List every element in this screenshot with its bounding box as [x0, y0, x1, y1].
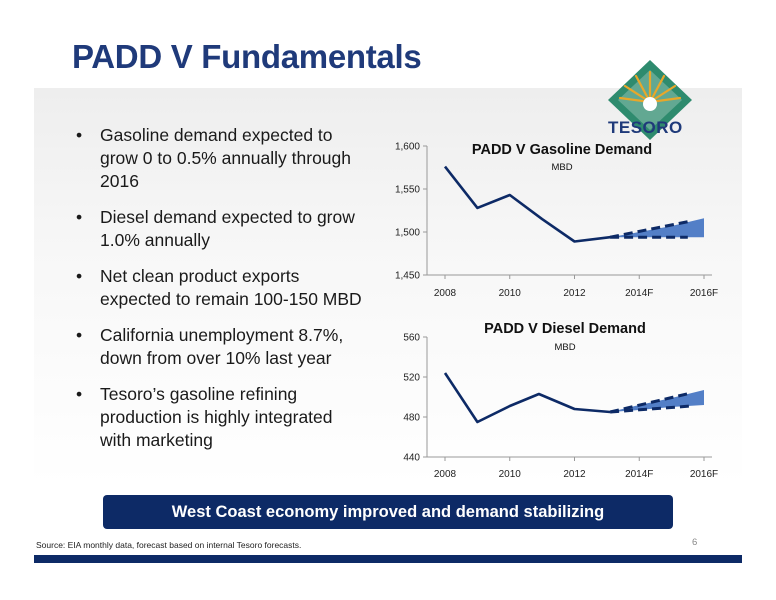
y-tick-label: 560	[403, 333, 420, 344]
logo-text: TESORO	[608, 118, 683, 137]
bullet-list: Gasoline demand expected to grow 0 to 0.…	[76, 124, 366, 465]
bullet-item: Diesel demand expected to grow 1.0% annu…	[76, 206, 366, 252]
x-tick-label: 2010	[499, 288, 522, 299]
x-tick-label: 2016F	[690, 469, 718, 480]
tesoro-logo-icon	[608, 60, 692, 140]
bullet-item: Tesoro’s gasoline refining production is…	[76, 383, 366, 452]
x-tick-label: 2008	[434, 469, 457, 480]
chart-subtitle: MBD	[551, 162, 572, 173]
y-tick-label: 480	[403, 413, 420, 424]
source-note: Source: EIA monthly data, forecast based…	[36, 540, 302, 550]
x-tick-label: 2014F	[625, 288, 653, 299]
bullet-item: Net clean product exports expected to re…	[76, 265, 366, 311]
forecast-band	[610, 218, 704, 238]
footer-bar	[34, 555, 742, 563]
y-tick-label: 440	[403, 453, 420, 464]
summary-banner: West Coast economy improved and demand s…	[103, 495, 673, 529]
y-tick-label: 1,450	[395, 271, 420, 282]
x-tick-label: 2012	[563, 469, 586, 480]
x-tick-label: 2012	[563, 288, 586, 299]
slide-title: PADD V Fundamentals	[72, 38, 422, 75]
series-line	[443, 165, 611, 243]
x-tick-label: 2014F	[625, 469, 653, 480]
bullet-item: California unemployment 8.7%, down from …	[76, 324, 366, 370]
chart-title: PADD V Diesel Demand	[484, 321, 646, 337]
bullet-item: Gasoline demand expected to grow 0 to 0.…	[76, 124, 366, 193]
x-tick-label: 2016F	[690, 288, 718, 299]
page-number: 6	[692, 537, 698, 548]
y-tick-label: 1,550	[395, 185, 420, 196]
y-tick-label: 1,500	[395, 228, 420, 239]
forecast-band	[610, 390, 704, 412]
y-tick-label: 520	[403, 373, 420, 384]
series-line	[443, 372, 611, 424]
y-tick-label: 1,600	[395, 142, 420, 153]
chart-title: PADD V Gasoline Demand	[472, 142, 652, 158]
chart-subtitle: MBD	[554, 342, 575, 353]
x-tick-label: 2008	[434, 288, 457, 299]
x-tick-label: 2010	[499, 469, 522, 480]
